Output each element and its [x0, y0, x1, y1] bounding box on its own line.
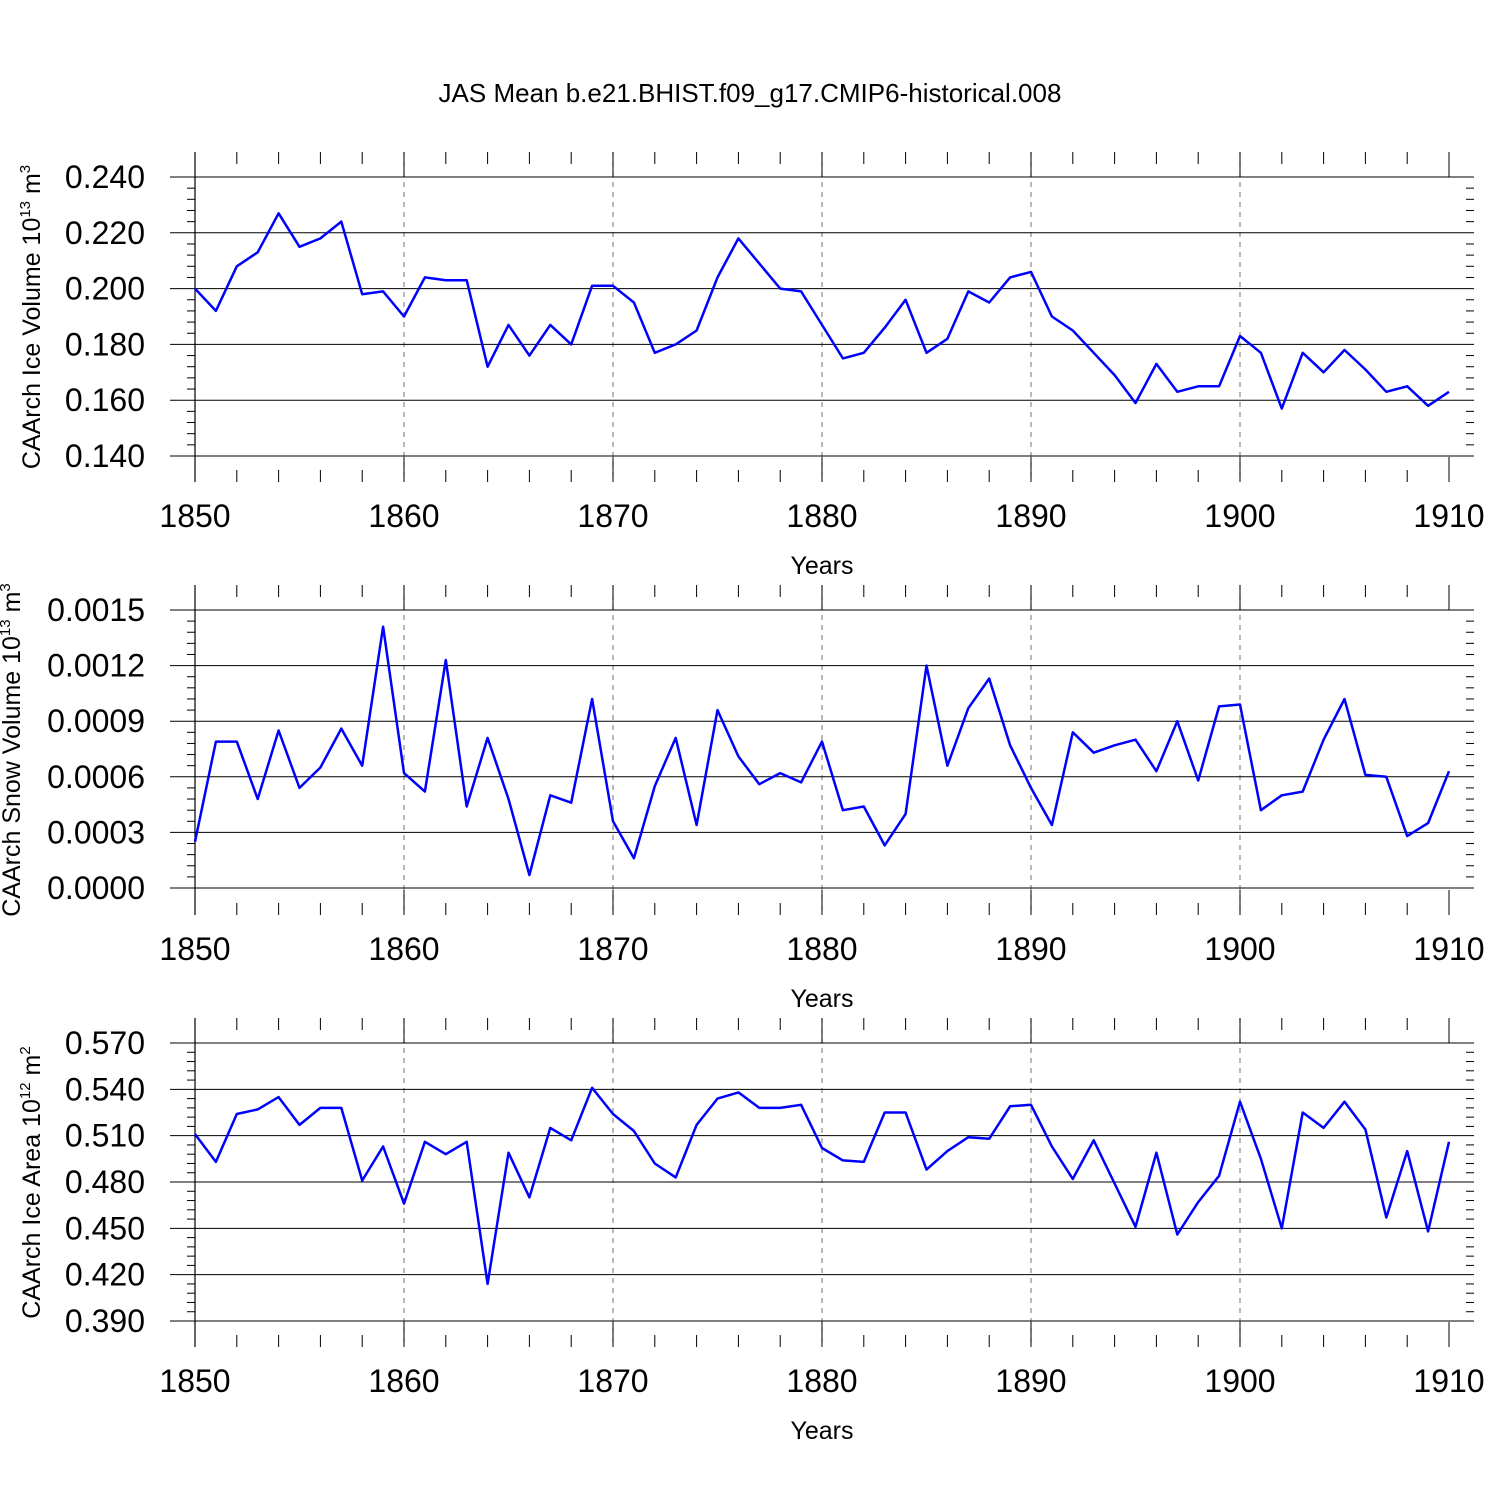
x-tick-label: 1860: [368, 1363, 439, 1399]
x-axis-title: Years: [790, 985, 853, 1013]
y-tick-label: 0.390: [65, 1303, 145, 1339]
y-tick-label: 0.0015: [47, 592, 145, 628]
panel-ice-volume: 0.140 0.160 0.180 0.200 0.220 0.240 1850 1860 18…: [17, 152, 1485, 580]
x-tick-label: 1890: [995, 931, 1066, 967]
y-tick-label: 0.0012: [47, 648, 145, 684]
x-tick-label: 1900: [1204, 931, 1275, 967]
y-tick-label: 0.570: [65, 1025, 145, 1061]
x-axis-title: Years: [790, 1417, 853, 1445]
x-tick-label: 1850: [159, 498, 230, 534]
y-tick-label: 0.0000: [47, 870, 145, 906]
series-line-ice-area: [194, 1086, 1451, 1286]
x-tick-label: 1910: [1413, 498, 1484, 534]
x-tick-label: 1870: [577, 498, 648, 534]
x-tick-label: 1850: [159, 1363, 230, 1399]
x-tick-label: 1880: [786, 1363, 857, 1399]
y-tick-label: 0.0006: [47, 759, 145, 795]
x-tick-label: 1910: [1413, 931, 1484, 967]
y-tick-label: 0.480: [65, 1164, 145, 1200]
x-tick-label: 1910: [1413, 1363, 1484, 1399]
x-tick-label: 1860: [368, 498, 439, 534]
y-axis-title: CAArch Snow Volume 1013 m3: [0, 583, 26, 917]
y-tick-label: 0.450: [65, 1210, 145, 1246]
x-tick-label: 1890: [995, 498, 1066, 534]
panel-snow-volume: 0.0000 0.0003 0.0006 0.0009 0.0012 0.0015 1850…: [0, 583, 1485, 1013]
x-tick-label: 1870: [577, 1363, 648, 1399]
y-tick-label: 0.200: [65, 271, 145, 307]
y-tick-label: 0.0009: [47, 703, 145, 739]
x-tick-label: 1880: [786, 498, 857, 534]
y-tick-label: 0.140: [65, 438, 145, 474]
y-tick-label: 0.510: [65, 1118, 145, 1154]
y-tick-label: 0.180: [65, 326, 145, 362]
panel-ice-area: 0.390 0.420 0.450 0.480 0.510 0.540 0.570 1850 1…: [17, 1018, 1485, 1445]
x-tick-label: 1870: [577, 931, 648, 967]
y-tick-label: 0.220: [65, 215, 145, 251]
x-tick-label: 1890: [995, 1363, 1066, 1399]
y-axis-title: CAArch Ice Volume 1013 m3: [17, 165, 46, 469]
x-axis-title: Years: [790, 552, 853, 580]
x-tick-label: 1880: [786, 931, 857, 967]
x-tick-label: 1860: [368, 931, 439, 967]
y-tick-label: 0.0003: [47, 814, 145, 850]
y-tick-label: 0.160: [65, 382, 145, 418]
y-tick-label: 0.240: [65, 159, 145, 195]
x-tick-label: 1900: [1204, 1363, 1275, 1399]
y-tick-label: 0.420: [65, 1257, 145, 1293]
y-axis-title: CAArch Ice Area 1012 m2: [17, 1046, 46, 1318]
page-title: JAS Mean b.e21.BHIST.f09_g17.CMIP6-histo…: [438, 78, 1062, 108]
x-tick-label: 1900: [1204, 498, 1275, 534]
y-tick-label: 0.540: [65, 1071, 145, 1107]
x-tick-label: 1850: [159, 931, 230, 967]
